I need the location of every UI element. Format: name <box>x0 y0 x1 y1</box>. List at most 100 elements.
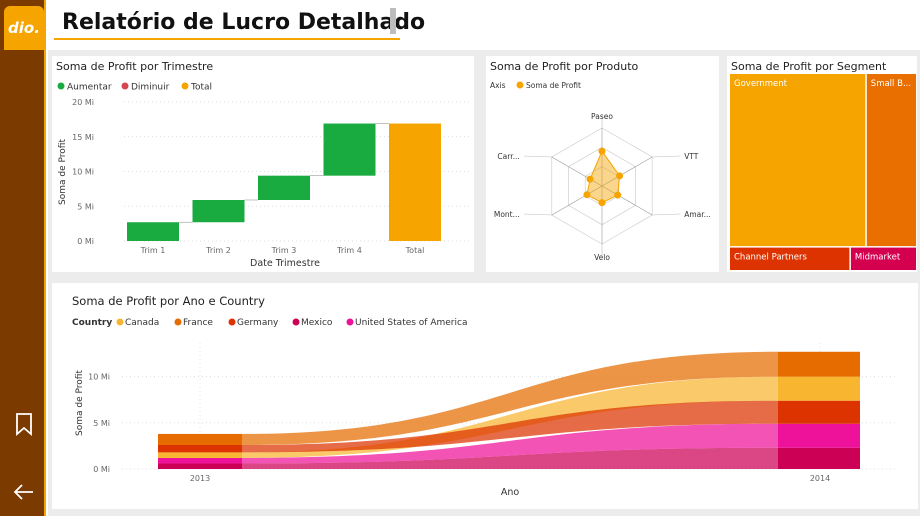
radar-point-3 <box>598 199 606 207</box>
column-2014-germany <box>778 400 860 424</box>
title-underline <box>54 38 400 40</box>
column-2013-germany <box>158 445 242 453</box>
treemap-label-3: Midmarket <box>855 253 901 263</box>
radar-chart: Axis Soma de Profit Paseo VTT Amar... Velo Mon… <box>490 81 711 262</box>
radar-title: Soma de Profit por Produto <box>490 60 639 73</box>
radar-label-2: Amar... <box>684 210 711 219</box>
bar-trim-2 <box>192 199 245 223</box>
treemap-chart: Government Small B... Channel Partners Midm… <box>730 74 916 270</box>
legend-label-0: Canada <box>125 318 159 328</box>
radar-spoke-2 <box>601 185 653 216</box>
y-tick-0: 20 Mi <box>72 98 94 107</box>
treemap-panel[interactable]: Soma de Profit por Segment Government Sma… <box>727 56 917 272</box>
ribbon-united-states-of-america <box>242 423 778 464</box>
legend-label: Soma de Profit <box>526 81 581 90</box>
x-tick-0: Trim 1 <box>140 246 166 255</box>
bar-trim-3 <box>258 175 310 200</box>
radar-point-0 <box>598 147 606 155</box>
legend-label-1: France <box>183 318 213 328</box>
x-tick-4: Total <box>405 246 425 255</box>
y-tick-4: 0 Mi <box>77 237 94 246</box>
ribbon-canada <box>242 376 778 458</box>
legend-marker <box>516 81 524 89</box>
radar-spoke-1 <box>601 156 653 187</box>
y-tick-2: 0 Mi <box>93 465 110 474</box>
legend-label-2: Germany <box>237 318 279 328</box>
ribbon-chart: Country Canada France Germany Mexico United S… <box>72 318 898 498</box>
treemap-tile-3 <box>850 247 916 270</box>
radar-point-1 <box>616 172 624 180</box>
radar-point-5 <box>586 175 594 183</box>
treemap-label-0: Government <box>734 79 788 89</box>
y-tick-2: 10 Mi <box>72 168 94 177</box>
legend-label-2: Total <box>190 83 212 93</box>
x-tick-1: Trim 2 <box>205 246 231 255</box>
x-tick-0: 2013 <box>190 474 210 483</box>
y-tick-0: 10 Mi <box>88 373 110 382</box>
bar-total <box>389 123 441 241</box>
legend-label-4: United States of America <box>355 318 467 328</box>
radar-point-4 <box>583 191 591 199</box>
radar-label-1: VTT <box>684 152 699 161</box>
bar-trim-1 <box>127 222 179 241</box>
legend-label-1: Diminuir <box>131 83 170 93</box>
treemap-label-2: Channel Partners <box>734 253 807 263</box>
ribbon-france <box>242 351 778 445</box>
column-2014-united-states-of-america <box>778 423 860 448</box>
y-tick-3: 5 Mi <box>77 202 94 211</box>
column-2014-canada <box>778 376 860 401</box>
treemap-label-1: Small B... <box>871 79 911 89</box>
waterfall-chart: Aumentar Diminuir Total 20 Mi 15 Mi 10 Mi 5 Mi… <box>57 82 470 269</box>
x-axis-label: Date Trimestre <box>250 258 320 269</box>
column-2013-united-states-of-america <box>158 457 242 464</box>
treemap-tile-0 <box>730 74 866 247</box>
legend-marker-2 <box>228 318 236 326</box>
bar-trim-4 <box>323 123 376 176</box>
column-2014-france <box>778 351 860 377</box>
radar-leader-4 <box>523 213 552 216</box>
ribbon-panel[interactable]: Soma de Profit por Ano e Country Country… <box>52 283 918 509</box>
radar-leader-1 <box>652 155 681 158</box>
x-tick-3: Trim 4 <box>336 246 362 255</box>
page-title: Relatório de Lucro Detalhado <box>62 10 426 35</box>
column-2013-france <box>158 433 242 445</box>
treemap-tile-1 <box>866 74 916 247</box>
radar-label-4: Mont... <box>494 210 520 219</box>
y-axis-label: Soma de Profit <box>75 370 85 436</box>
column-2013-canada <box>158 452 242 458</box>
treemap-title: Soma de Profit por Segment <box>731 60 887 73</box>
legend-marker-2 <box>181 82 189 90</box>
y-tick-1: 15 Mi <box>72 133 94 142</box>
y-tick-1: 5 Mi <box>93 419 110 428</box>
legend-marker-3 <box>292 318 300 326</box>
legend-marker-1 <box>121 82 129 90</box>
legend-marker-0 <box>116 318 124 326</box>
radar-panel[interactable]: Soma de Profit por Produto Axis Soma de P… <box>486 56 719 272</box>
legend-title: Country <box>72 318 112 328</box>
sidebar: dio. <box>0 0 46 516</box>
legend-marker-0 <box>57 82 65 90</box>
legend-marker-4 <box>346 318 354 326</box>
radar-leader-5 <box>523 155 552 158</box>
legend-marker-1 <box>174 318 182 326</box>
x-tick-1: 2014 <box>810 474 830 483</box>
treemap-tile-2 <box>730 247 850 270</box>
legend-label-0: Aumentar <box>67 83 112 93</box>
radar-label-5: Carr... <box>497 152 519 161</box>
dio-logo: dio. <box>4 6 44 50</box>
x-axis-label: Ano <box>501 487 520 498</box>
radar-leader-2 <box>652 213 681 216</box>
waterfall-panel[interactable]: Soma de Profit por Trimestre Aumentar Dim… <box>52 56 474 272</box>
radar-label-0: Paseo <box>591 112 613 121</box>
back-arrow-icon[interactable] <box>12 480 36 504</box>
bookmark-icon[interactable] <box>12 412 36 436</box>
y-axis-label: Soma de Profit <box>58 139 68 205</box>
legend-axis-label: Axis <box>490 81 506 90</box>
ribbon-mexico <box>242 447 778 469</box>
column-2014-mexico <box>778 447 860 469</box>
title-accent-bar <box>390 8 396 34</box>
ribbon-title: Soma de Profit por Ano e Country <box>72 294 265 308</box>
column-2013-mexico <box>158 463 242 469</box>
radar-point-2 <box>614 191 622 199</box>
legend-label-3: Mexico <box>301 318 333 328</box>
